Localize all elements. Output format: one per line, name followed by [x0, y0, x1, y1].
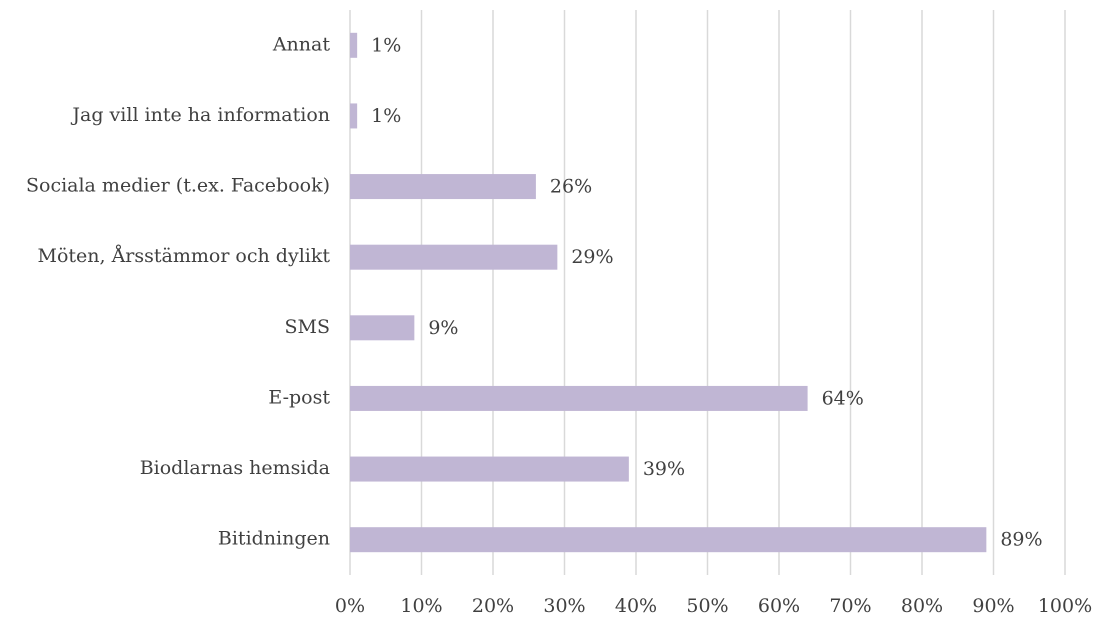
value-label: 89%: [1000, 529, 1042, 551]
x-tick-label: 80%: [901, 595, 943, 617]
y-tick-label: Jag vill inte ha information: [70, 104, 330, 126]
x-tick-label: 100%: [1038, 595, 1092, 617]
x-tick-label: 70%: [829, 595, 871, 617]
value-label: 1%: [371, 105, 401, 127]
bar: [350, 103, 358, 129]
x-tick-label: 30%: [543, 595, 585, 617]
x-tick-label: 40%: [615, 595, 657, 617]
x-tick-label: 90%: [972, 595, 1014, 617]
value-label: 9%: [428, 317, 458, 339]
bar: [350, 385, 808, 411]
y-tick-label: Annat: [272, 33, 331, 55]
value-label: 1%: [371, 34, 401, 56]
x-tick-label: 50%: [686, 595, 728, 617]
value-label: 26%: [550, 176, 592, 198]
value-label: 64%: [822, 387, 864, 409]
y-tick-label: SMS: [285, 316, 331, 338]
bar: [350, 456, 629, 482]
x-tick-label: 20%: [472, 595, 514, 617]
bar: [350, 527, 987, 553]
y-tick-label: E-post: [268, 386, 330, 408]
y-tick-label: Möten, Årsstämmor och dylikt: [37, 245, 330, 267]
value-label: 29%: [571, 246, 613, 268]
value-label: 39%: [643, 458, 685, 480]
x-tick-label: 0%: [335, 595, 365, 617]
y-tick-label: Sociala medier (t.ex. Facebook): [26, 175, 330, 197]
bar: [350, 32, 358, 58]
x-tick-label: 60%: [758, 595, 800, 617]
y-tick-label: Bitidningen: [218, 528, 330, 550]
y-tick-label: Biodlarnas hemsida: [140, 457, 330, 479]
bar: [350, 315, 415, 341]
bar: [350, 244, 558, 270]
bar: [350, 174, 536, 200]
x-tick-label: 10%: [400, 595, 442, 617]
